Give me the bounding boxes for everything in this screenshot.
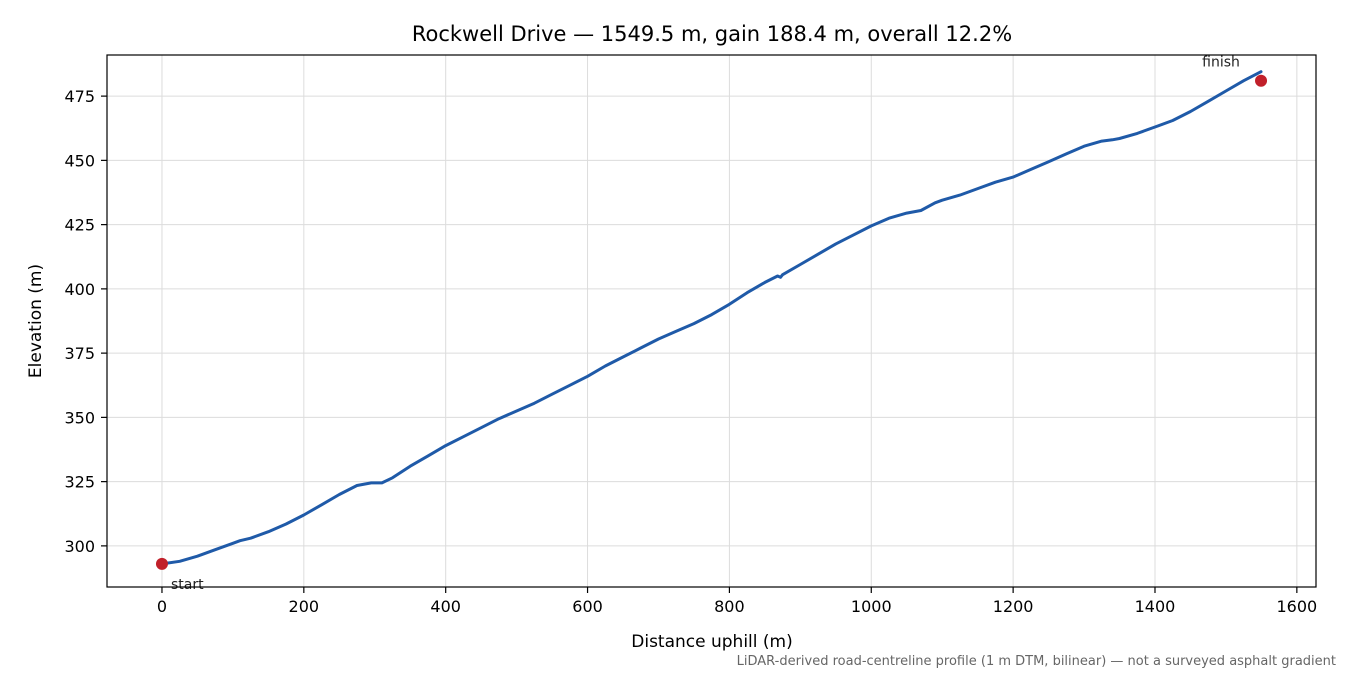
plot-frame xyxy=(106,54,1317,588)
x-ticks: 0 200 400 600 800 1000 1200 1400 1600 xyxy=(157,587,1317,616)
grid xyxy=(107,55,1316,587)
y-tick-label: 350 xyxy=(64,408,95,427)
x-tick-label: 600 xyxy=(572,597,603,616)
x-tick-label: 1200 xyxy=(993,597,1034,616)
y-ticks: 300 325 350 375 400 425 450 475 xyxy=(64,87,107,556)
start-label: start xyxy=(171,577,204,593)
x-tick-label: 1000 xyxy=(851,597,892,616)
footnote: LiDAR-derived road-centreline profile (1… xyxy=(737,654,1336,669)
y-tick-label: 300 xyxy=(64,537,95,556)
x-tick-label: 800 xyxy=(714,597,745,616)
x-tick-label: 0 xyxy=(157,597,167,616)
start-marker xyxy=(155,557,168,570)
x-tick-label: 400 xyxy=(430,597,461,616)
y-axis-label: Elevation (m) xyxy=(26,264,46,378)
x-tick-label: 1600 xyxy=(1276,597,1317,616)
x-tick-label: 1400 xyxy=(1135,597,1176,616)
y-tick-label: 400 xyxy=(64,280,95,299)
y-tick-label: 375 xyxy=(64,344,95,363)
x-tick-label: 200 xyxy=(289,597,320,616)
x-axis-label: Distance uphill (m) xyxy=(631,632,792,652)
y-tick-label: 425 xyxy=(64,216,95,235)
y-tick-label: 475 xyxy=(64,87,95,106)
elevation-profile-line xyxy=(160,70,1263,566)
finish-label: finish xyxy=(1202,55,1240,71)
y-tick-label: 450 xyxy=(64,151,95,170)
finish-marker xyxy=(1255,74,1268,87)
y-tick-label: 325 xyxy=(64,473,95,492)
chart-title: Rockwell Drive — 1549.5 m, gain 188.4 m,… xyxy=(412,22,1012,46)
